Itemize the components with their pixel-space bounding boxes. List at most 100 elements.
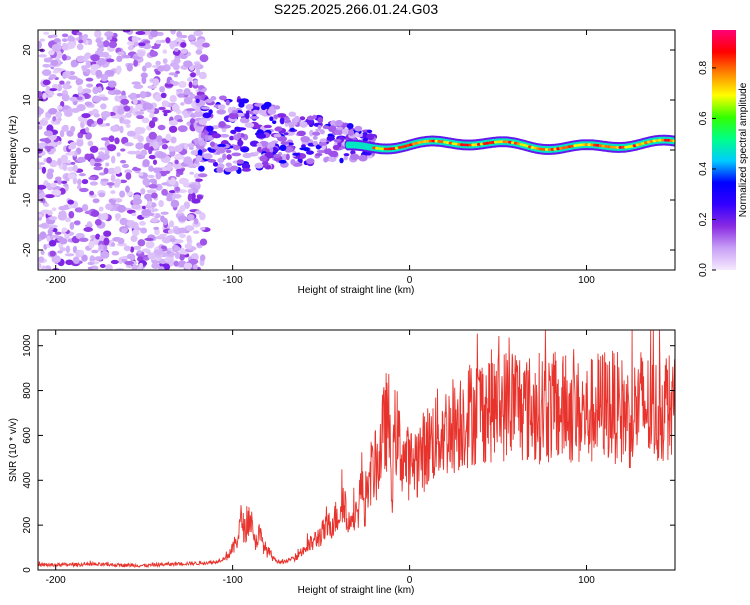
heatmap-cell [86, 83, 94, 88]
heatmap-cell [151, 180, 158, 185]
heatmap-cell [231, 152, 242, 157]
heatmap-cell [127, 94, 136, 99]
heatmap-cell [148, 120, 156, 129]
heatmap-cell [85, 60, 91, 69]
heatmap-cell [72, 256, 80, 265]
heatmap-cell [121, 136, 129, 145]
heatmap-cell [62, 163, 68, 171]
heatmap-cell [54, 176, 62, 181]
heatmap-cell [254, 162, 264, 169]
heatmap-cell [152, 159, 158, 165]
heatmap-cell [216, 167, 224, 174]
heatmap-cell [50, 182, 57, 188]
heatmap-cell [76, 139, 84, 147]
heatmap-cell [192, 79, 198, 86]
heatmap-cell [61, 33, 69, 38]
heatmap-cell [183, 110, 188, 119]
heatmap-cell [263, 124, 272, 129]
heatmap-cell [183, 91, 194, 95]
heatmap-cell [184, 225, 195, 232]
heatmap-cell [116, 67, 121, 75]
heatmap-cell [42, 63, 51, 68]
heatmap-cell [175, 168, 185, 173]
heatmap-cell [177, 125, 188, 133]
heatmap-cell [189, 171, 195, 175]
heatmap-cell [267, 108, 277, 115]
heatmap-cell [161, 138, 167, 143]
heatmap-cell [123, 245, 131, 252]
heatmap-cell [180, 102, 185, 106]
heatmap-cell [336, 126, 343, 131]
heatmap-cell [222, 153, 227, 160]
heatmap-cell [92, 198, 100, 204]
heatmap-cell [226, 154, 232, 160]
colorbar-tick-label: 0.0 [698, 263, 709, 277]
heatmap-cell [105, 264, 113, 270]
heatmap-cell [99, 263, 106, 268]
heatmap-cell [160, 245, 167, 250]
heatmap-cell [241, 167, 251, 172]
heatmap-cell [366, 129, 373, 134]
heatmap-cell [141, 76, 147, 84]
heatmap-cell [193, 218, 199, 225]
heatmap-cell [225, 99, 230, 106]
heatmap-cell [230, 129, 237, 135]
heatmap-cell [61, 93, 70, 102]
heatmap-cell [124, 260, 134, 266]
heatmap-cell [137, 239, 146, 247]
heatmap-cell [277, 136, 288, 142]
heatmap-cell [148, 154, 156, 160]
heatmap-cell [174, 154, 185, 160]
heatmap-cell [164, 83, 174, 87]
heatmap-cell [58, 205, 68, 211]
heatmap-cell [125, 112, 132, 118]
heatmap-cell [195, 68, 201, 76]
heatmap-cell [158, 106, 166, 111]
heatmap-cell [198, 165, 205, 172]
heatmap-cell [51, 207, 57, 212]
heatmap-cell [262, 160, 269, 167]
heatmap-cell [68, 75, 78, 80]
heatmap-cell [160, 211, 169, 215]
heatmap-cell [144, 62, 152, 68]
heatmap-cell [57, 105, 63, 110]
heatmap-cell [73, 220, 81, 225]
heatmap-cell [100, 137, 111, 141]
heatmap-cell [159, 85, 166, 93]
heatmap-cell [158, 266, 165, 270]
heatmap-cell [64, 110, 73, 117]
heatmap-cell [160, 39, 166, 43]
heatmap-cell [98, 147, 108, 151]
heatmap-cell [94, 30, 102, 38]
heatmap-cell [296, 130, 306, 137]
heatmap-cell [50, 59, 59, 66]
colorbar-tick-label: 0.8 [698, 61, 709, 75]
heatmap-cell [77, 178, 82, 186]
heatmap-cell [69, 96, 78, 102]
heatmap-cell [47, 168, 55, 174]
heatmap-cell [332, 144, 340, 151]
heatmap-cell [56, 92, 63, 97]
heatmap-cell [91, 61, 97, 65]
heatmap-cell [292, 162, 303, 167]
heatmap-cell [85, 77, 94, 82]
heatmap-cell [621, 145, 626, 149]
heatmap-cell [306, 115, 315, 121]
heatmap-cell [200, 132, 205, 139]
heatmap-cell [173, 246, 181, 252]
heatmap-cell [156, 151, 167, 159]
heatmap-cell [187, 34, 196, 41]
heatmap-cell [263, 101, 272, 108]
heatmap-cell [658, 138, 663, 142]
heatmap-cell [274, 126, 283, 132]
colorbar-tick-label: 0.2 [698, 212, 709, 226]
heatmap-cell [89, 190, 95, 196]
heatmap-cell [253, 151, 260, 155]
heatmap-cell [249, 116, 260, 120]
heatmap-cell [126, 63, 133, 72]
heatmap-cell [147, 252, 156, 260]
heatmap-cell [46, 147, 51, 152]
heatmap-cell [84, 101, 93, 107]
x-tick-label: 100 [578, 575, 595, 586]
